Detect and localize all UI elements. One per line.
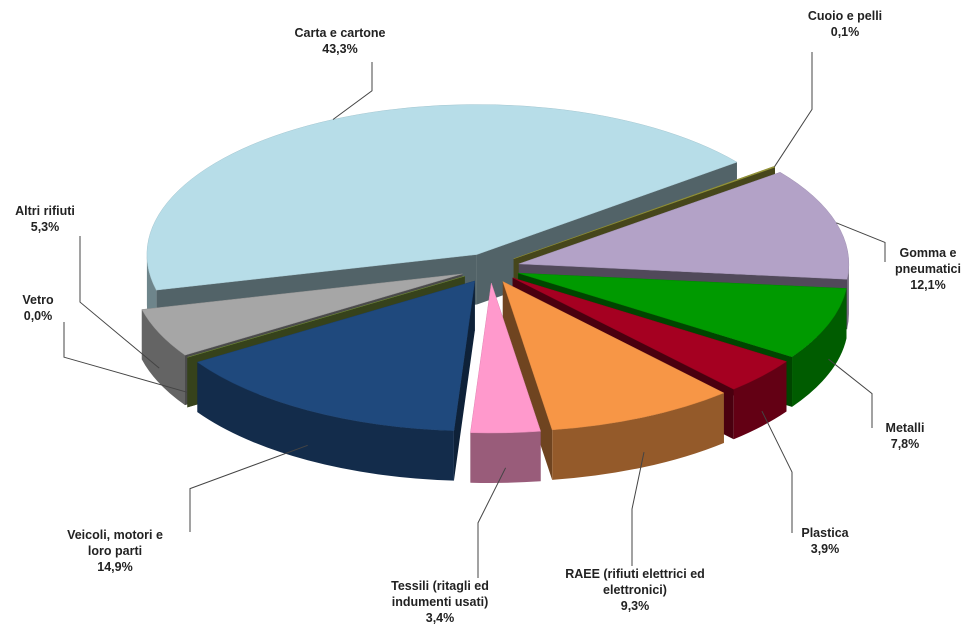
label-name: Altri rifiuti (15, 204, 75, 218)
label-value: 5,3% (30, 220, 60, 234)
label-name: Vetro (22, 293, 54, 307)
leader-line (477, 467, 507, 578)
slice (196, 280, 476, 431)
slice-side (470, 431, 541, 483)
slice (502, 281, 725, 431)
data-label: Altri rifiuti 5,3% (0, 203, 95, 235)
label-value: 7,8% (890, 437, 920, 451)
slice-side (197, 362, 454, 481)
label-value: 0,1% (830, 25, 860, 39)
leader-line (63, 322, 188, 393)
data-label: Vetro 0,0% (3, 292, 73, 324)
slice (512, 277, 788, 390)
data-label: Carta e cartone 43,3% (270, 25, 410, 57)
label-value: 3,9% (810, 542, 840, 556)
leader-line (332, 62, 373, 120)
leader-line (828, 358, 873, 428)
slice (513, 166, 776, 260)
label-name: Gomma e pneumatici (895, 246, 961, 276)
label-value: 9,3% (620, 599, 650, 613)
label-value: 0,0% (23, 309, 53, 323)
label-name: RAEE (rifiuti elettrici ed elettronici) (565, 567, 705, 597)
slice-side (847, 263, 849, 330)
leader-line (631, 451, 645, 566)
label-value: 43,3% (322, 42, 358, 56)
slice (470, 282, 541, 434)
slice-side (552, 392, 724, 480)
data-label: Plastica 3,9% (780, 525, 870, 557)
slice (518, 272, 847, 358)
leader-line (773, 52, 813, 168)
leader-line (79, 236, 160, 369)
slice (187, 275, 465, 358)
slice-side (792, 288, 847, 407)
slice (518, 172, 850, 280)
label-name: Cuoio e pelli (807, 9, 883, 23)
label-value: 14,9% (97, 560, 133, 574)
label-name: Carta e cartone (294, 26, 386, 40)
slice-side (733, 361, 787, 440)
label-name: Tessili (ritagli ed indumenti usati) (391, 579, 489, 609)
label-value: 12,1% (910, 278, 946, 292)
label-name: Metalli (885, 421, 925, 435)
data-label: Cuoio e pelli 0,1% (790, 8, 900, 40)
data-label: Gomma e pneumatici 12,1% (887, 245, 969, 293)
slice (141, 273, 463, 356)
slice-side (141, 309, 185, 406)
label-value: 3,4% (425, 611, 455, 625)
slice (146, 104, 738, 291)
label-name: Plastica (801, 526, 849, 540)
data-label: Veicoli, motori e loro parti 14,9% (59, 527, 171, 575)
data-label: Tessili (ritagli ed indumenti usati) 3,4% (373, 578, 508, 626)
leader-line (836, 222, 886, 262)
data-label: RAEE (rifiuti elettrici ed elettronici) 9… (555, 566, 715, 614)
data-label: Metalli 7,8% (865, 420, 945, 452)
leader-line (189, 444, 308, 532)
label-name: Veicoli, motori e loro parti (67, 528, 163, 558)
leader-line (761, 410, 793, 533)
